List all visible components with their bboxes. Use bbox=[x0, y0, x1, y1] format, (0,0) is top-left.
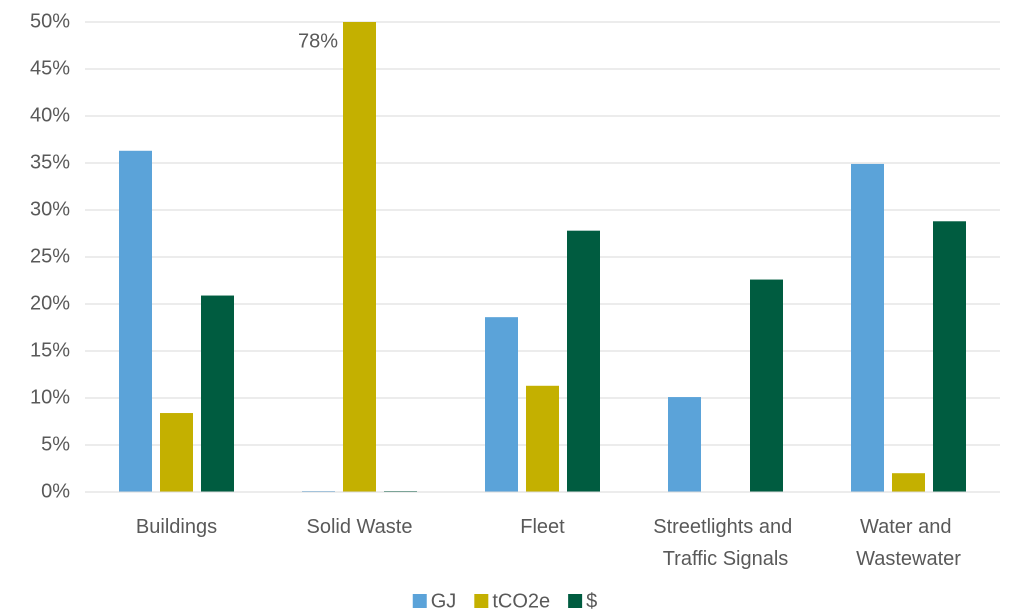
bar bbox=[933, 221, 966, 492]
data-label: 78% bbox=[298, 30, 338, 52]
legend-swatch bbox=[474, 594, 489, 608]
legend-swatch bbox=[412, 594, 427, 608]
x-tick-label: Solid Waste bbox=[307, 516, 413, 538]
bar bbox=[567, 230, 600, 492]
y-tick-label: 15% bbox=[30, 339, 70, 361]
x-tick-label: Streetlights and Traffic Signals bbox=[653, 516, 798, 570]
y-tick-label: 5% bbox=[41, 433, 70, 455]
y-tick-label: 40% bbox=[30, 104, 70, 126]
y-tick-label: 0% bbox=[41, 480, 70, 502]
bar bbox=[201, 295, 234, 492]
bars bbox=[119, 22, 966, 492]
bar bbox=[160, 413, 193, 492]
legend-label: tCO2e bbox=[492, 590, 550, 612]
bar bbox=[892, 473, 925, 492]
y-tick-label: 30% bbox=[30, 198, 70, 220]
x-tick-label: Buildings bbox=[136, 516, 217, 538]
x-tick-label: Fleet bbox=[520, 516, 565, 538]
bar bbox=[526, 385, 559, 492]
bar bbox=[750, 279, 783, 492]
bar bbox=[343, 22, 376, 492]
x-tick-label: Water and Wastewater bbox=[856, 516, 961, 570]
bar bbox=[119, 150, 152, 492]
y-tick-label: 25% bbox=[30, 245, 70, 267]
y-tick-label: 45% bbox=[30, 57, 70, 79]
legend-swatch bbox=[568, 594, 583, 608]
y-tick-label: 35% bbox=[30, 151, 70, 173]
bar bbox=[668, 397, 701, 492]
legend-item: tCO2e bbox=[474, 590, 550, 612]
legend-label: $ bbox=[586, 590, 597, 612]
legend-label: GJ bbox=[431, 590, 457, 612]
y-tick-label: 50% bbox=[30, 10, 70, 32]
bar bbox=[485, 317, 518, 492]
y-tick-label: 10% bbox=[30, 386, 70, 408]
y-tick-label: 20% bbox=[30, 292, 70, 314]
legend-item: $ bbox=[568, 590, 597, 612]
bar bbox=[851, 163, 884, 492]
legend-item: GJ bbox=[412, 590, 457, 612]
